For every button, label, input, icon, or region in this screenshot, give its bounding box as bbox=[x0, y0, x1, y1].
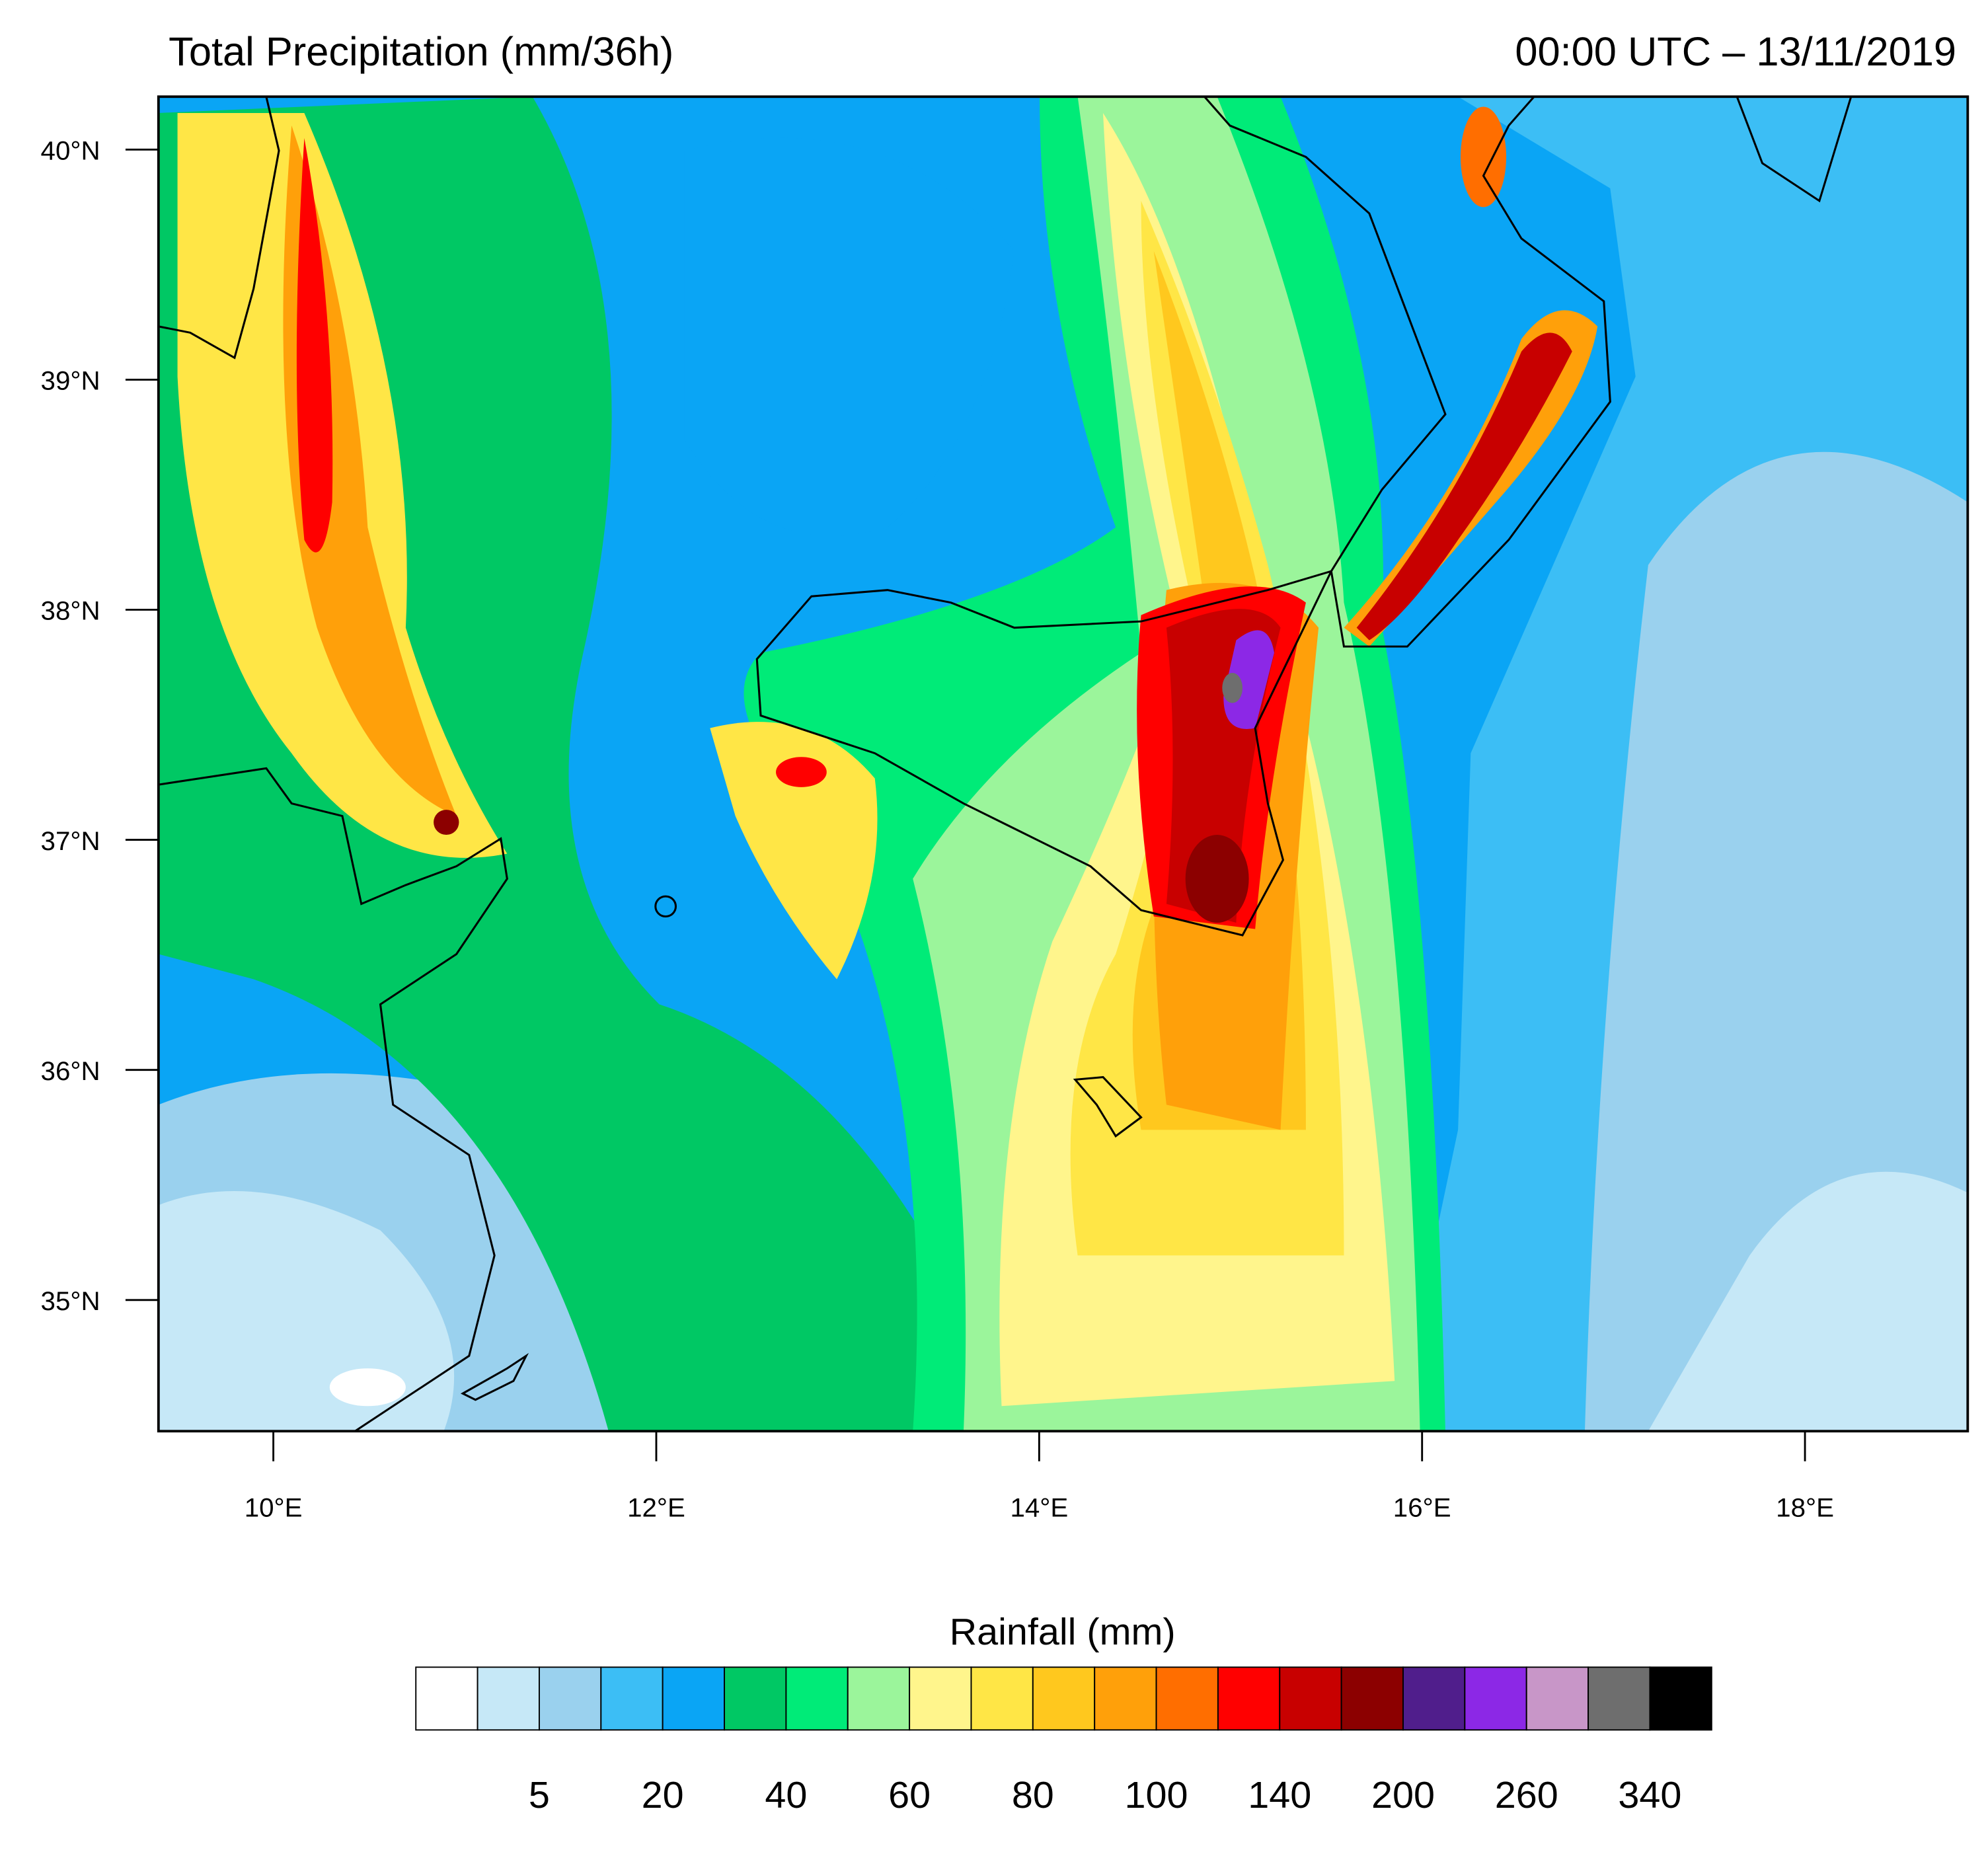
colorbar-box bbox=[970, 1666, 1034, 1731]
colorbar-box bbox=[1340, 1666, 1404, 1731]
colorbar-box bbox=[1649, 1666, 1712, 1731]
colorbar-box bbox=[1587, 1666, 1651, 1731]
colorbar-box bbox=[1525, 1666, 1589, 1731]
colorbar-label: 60 bbox=[888, 1774, 931, 1816]
y-tick-label: 39°N bbox=[41, 367, 100, 396]
y-tick-label: 40°N bbox=[41, 137, 100, 166]
chart-title: Total Precipitation (mm/36h) bbox=[169, 29, 673, 74]
colorbar-box bbox=[847, 1666, 911, 1731]
colorbar-label: 140 bbox=[1248, 1774, 1311, 1816]
x-tick-label: 18°E bbox=[1776, 1494, 1834, 1523]
colorbar-title: Rainfall (mm) bbox=[950, 1611, 1176, 1653]
colorbar-label: 100 bbox=[1125, 1774, 1188, 1816]
colorbar-box bbox=[1094, 1666, 1157, 1731]
x-tick-label: 12°E bbox=[627, 1494, 685, 1523]
colorbar-box bbox=[1464, 1666, 1527, 1731]
colorbar-box bbox=[1155, 1666, 1219, 1731]
y-tick-label: 36°N bbox=[41, 1057, 100, 1086]
colorbar-box bbox=[1217, 1666, 1281, 1731]
chart-subtitle: 00:00 UTC – 13/11/2019 bbox=[1515, 29, 1956, 74]
colorbar-box bbox=[1032, 1666, 1096, 1731]
y-tick-label: 37°N bbox=[41, 827, 100, 856]
colorbar-box bbox=[909, 1666, 972, 1731]
colorbar-box bbox=[662, 1666, 725, 1731]
colorbar-label: 80 bbox=[1012, 1774, 1054, 1816]
y-tick-label: 35°N bbox=[41, 1287, 100, 1316]
colorbar-box bbox=[600, 1666, 664, 1731]
y-tick-label: 38°N bbox=[41, 597, 100, 626]
colorbar-box bbox=[724, 1666, 787, 1731]
colorbar-label: 20 bbox=[642, 1774, 684, 1816]
precipitation-field bbox=[158, 97, 1968, 1432]
coastlines bbox=[158, 97, 1853, 1432]
colorbar-box bbox=[1279, 1666, 1342, 1731]
x-tick-label: 14°E bbox=[1010, 1494, 1068, 1523]
x-tick-label: 16°E bbox=[1393, 1494, 1451, 1523]
colorbar-label: 200 bbox=[1371, 1774, 1435, 1816]
colorbar-box bbox=[477, 1666, 540, 1731]
colorbar-box bbox=[538, 1666, 602, 1731]
colorbar-box bbox=[415, 1666, 478, 1731]
colorbar-label: 40 bbox=[765, 1774, 807, 1816]
x-tick-label: 10°E bbox=[245, 1494, 303, 1523]
colorbar-label: 340 bbox=[1618, 1774, 1681, 1816]
colorbar-label: 260 bbox=[1495, 1774, 1558, 1816]
colorbar-label: 5 bbox=[529, 1774, 550, 1816]
plot-frame bbox=[157, 95, 1969, 1433]
colorbar-box bbox=[785, 1666, 849, 1731]
colorbar-box bbox=[1402, 1666, 1466, 1731]
